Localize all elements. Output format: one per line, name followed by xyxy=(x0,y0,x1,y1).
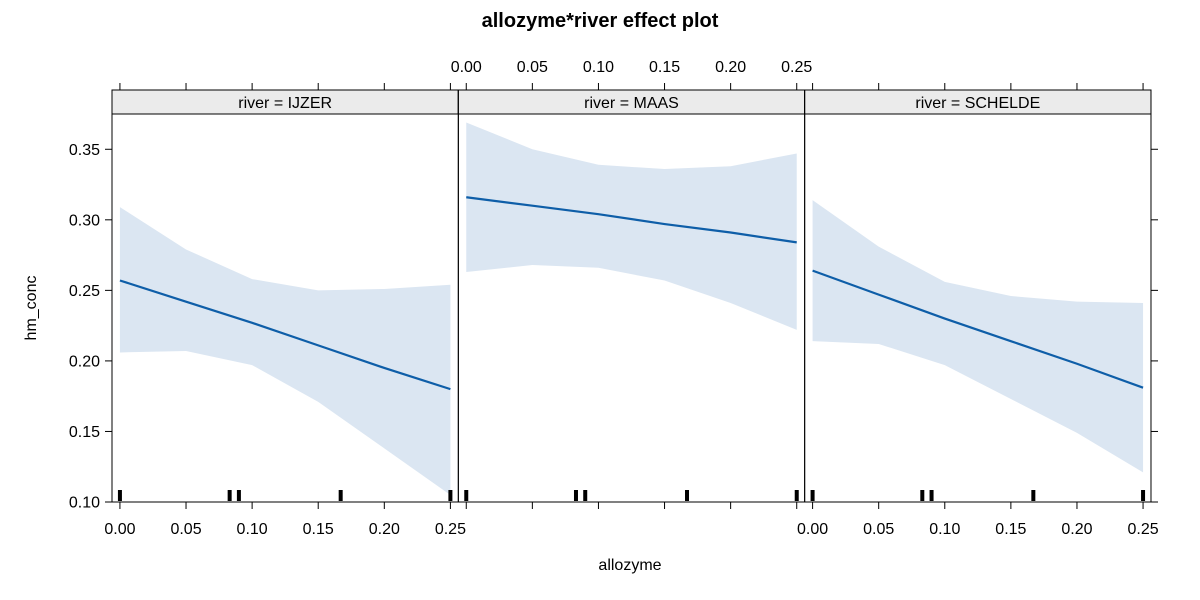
rug-mark xyxy=(464,490,469,501)
x-tick-label: 0.15 xyxy=(995,521,1026,538)
x-tick-label-top: 0.00 xyxy=(451,59,482,76)
x-tick-label-top: 0.10 xyxy=(583,59,614,76)
rug-mark xyxy=(338,490,343,501)
x-tick-label: 0.00 xyxy=(104,521,135,538)
fit-line xyxy=(119,279,451,391)
fit-line xyxy=(812,269,1144,389)
rug-mark xyxy=(794,490,799,501)
x-tick-label: 0.00 xyxy=(797,521,828,538)
y-tick-label: 0.35 xyxy=(69,142,100,159)
rug-mark xyxy=(236,490,241,501)
rug-mark xyxy=(929,490,934,501)
x-tick-label: 0.10 xyxy=(237,521,268,538)
x-tick-label-top: 0.25 xyxy=(781,59,812,76)
x-tick-label-top: 0.05 xyxy=(517,59,548,76)
chart-title: allozyme*river effect plot xyxy=(482,10,719,32)
rug-mark xyxy=(1031,490,1036,501)
confidence-band xyxy=(466,122,797,330)
rug-mark xyxy=(227,490,232,501)
y-tick-label: 0.10 xyxy=(69,495,100,512)
x-tick-label: 0.15 xyxy=(303,521,334,538)
strip-label: river = IJZER xyxy=(238,95,332,112)
strip-label: river = MAAS xyxy=(584,95,679,112)
x-tick-label: 0.20 xyxy=(369,521,400,538)
x-tick-label: 0.05 xyxy=(863,521,894,538)
strip-label: river = SCHELDE xyxy=(915,95,1040,112)
rug-mark xyxy=(583,490,588,501)
fit-line xyxy=(466,196,797,244)
rug-mark xyxy=(117,490,122,501)
y-tick-label: 0.20 xyxy=(69,353,100,370)
y-tick-label: 0.15 xyxy=(69,424,100,441)
x-tick-label: 0.25 xyxy=(435,521,466,538)
x-tick-label: 0.20 xyxy=(1061,521,1092,538)
x-tick-label-top: 0.20 xyxy=(715,59,746,76)
rug-mark xyxy=(573,490,578,501)
x-tick-label-top: 0.15 xyxy=(649,59,680,76)
confidence-band xyxy=(812,200,1144,473)
rug-mark xyxy=(448,490,453,501)
y-tick-label: 0.25 xyxy=(69,283,100,300)
rug-mark xyxy=(685,490,690,501)
x-tick-label: 0.05 xyxy=(170,521,201,538)
rug-mark xyxy=(920,490,925,501)
rug-mark xyxy=(1141,490,1146,501)
y-axis-title: hm_conc xyxy=(23,276,40,341)
panel-border xyxy=(804,89,1152,503)
x-tick-label: 0.10 xyxy=(929,521,960,538)
confidence-band xyxy=(119,207,451,495)
y-tick-label: 0.30 xyxy=(69,212,100,229)
x-tick-label: 0.25 xyxy=(1127,521,1158,538)
plot-area: river = IJZER river = MAAS river = SCHELDE… xyxy=(69,59,1159,538)
x-axis-title: allozyme xyxy=(598,557,661,574)
rug-mark xyxy=(810,490,815,501)
